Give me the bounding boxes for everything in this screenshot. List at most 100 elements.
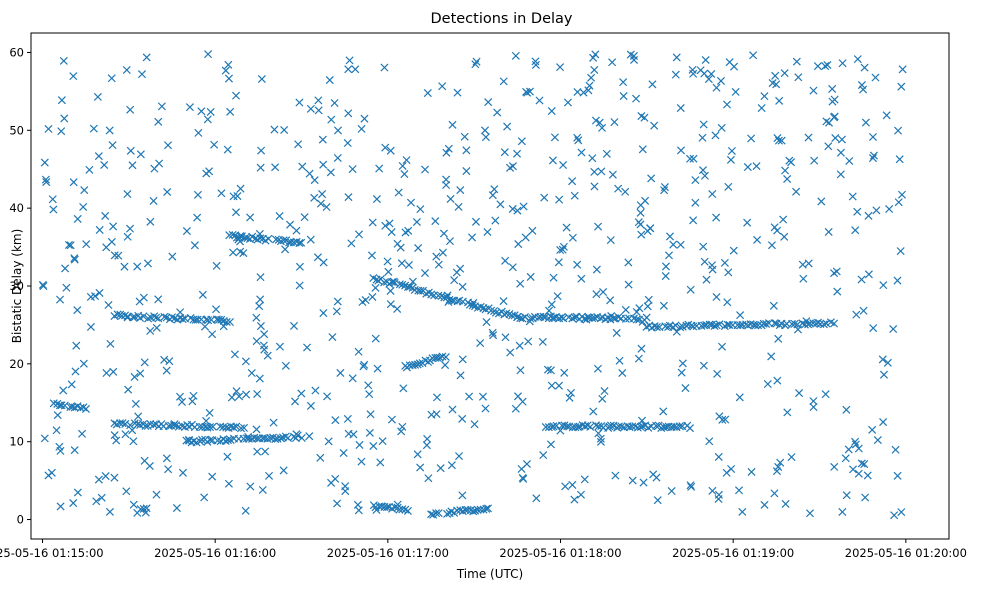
- data-point: [781, 166, 790, 175]
- data-point: [387, 228, 396, 237]
- data-point: [324, 437, 333, 446]
- data-point: [830, 95, 839, 104]
- data-point: [660, 183, 669, 192]
- data-point: [142, 53, 151, 62]
- data-point: [189, 391, 198, 400]
- data-point: [628, 476, 637, 485]
- data-point: [795, 389, 804, 398]
- data-point: [458, 414, 467, 423]
- data-point: [879, 281, 888, 290]
- data-point: [351, 65, 360, 74]
- data-point: [672, 53, 681, 62]
- data-point: [420, 269, 430, 278]
- data-point: [387, 277, 397, 287]
- data-point: [753, 235, 762, 244]
- data-point: [112, 436, 121, 445]
- data-point: [265, 471, 274, 480]
- data-point: [139, 312, 148, 321]
- data-point: [229, 192, 238, 201]
- y-tick-label: 60: [9, 45, 24, 59]
- data-point: [610, 118, 619, 127]
- data-point: [333, 499, 342, 508]
- data-point: [385, 219, 394, 228]
- data-point: [333, 126, 343, 135]
- data-point: [481, 133, 490, 142]
- data-point: [698, 166, 708, 175]
- data-point: [686, 154, 695, 163]
- data-point: [197, 107, 206, 116]
- data-point: [592, 265, 601, 274]
- data-point: [597, 167, 606, 176]
- x-tick-label: 2025-05-16 01:16:00: [154, 546, 276, 560]
- data-point: [817, 197, 826, 206]
- data-point: [638, 422, 647, 431]
- data-point: [868, 132, 878, 141]
- data-point: [70, 254, 79, 263]
- data-point: [69, 72, 78, 81]
- data-point: [809, 86, 818, 95]
- data-point: [229, 423, 238, 432]
- data-point: [266, 433, 275, 442]
- data-point: [580, 475, 589, 484]
- data-point: [126, 146, 135, 155]
- data-point: [456, 371, 465, 380]
- data-point: [261, 447, 270, 456]
- data-point: [848, 192, 857, 201]
- data-point: [397, 427, 406, 436]
- data-point: [659, 301, 668, 310]
- data-point: [614, 184, 623, 193]
- data-point: [364, 381, 373, 390]
- data-point: [300, 213, 309, 222]
- data-point: [44, 124, 53, 133]
- data-point: [718, 342, 727, 351]
- data-point: [298, 162, 307, 171]
- data-point: [783, 174, 792, 184]
- data-point: [589, 407, 598, 416]
- data-point: [462, 167, 471, 176]
- data-point: [225, 231, 234, 240]
- data-point: [453, 88, 462, 97]
- data-point: [200, 322, 210, 331]
- data-point: [590, 313, 599, 322]
- data-point: [328, 333, 337, 342]
- data-point: [501, 333, 510, 342]
- data-point: [454, 452, 464, 461]
- data-point: [447, 461, 456, 470]
- data-point: [634, 354, 643, 363]
- data-point: [73, 214, 82, 223]
- data-point: [716, 76, 725, 85]
- data-point: [371, 283, 380, 292]
- data-point: [513, 392, 523, 401]
- data-point: [354, 230, 364, 239]
- data-point: [375, 164, 384, 173]
- data-point: [129, 437, 138, 446]
- data-point: [146, 217, 155, 226]
- data-point: [365, 390, 374, 399]
- data-point: [879, 418, 888, 427]
- data-point: [590, 65, 599, 74]
- data-point: [101, 211, 110, 220]
- data-point: [767, 241, 776, 250]
- data-point: [333, 297, 342, 306]
- data-point: [208, 472, 217, 481]
- data-point: [256, 295, 265, 304]
- data-point: [343, 414, 352, 423]
- data-point: [452, 268, 461, 277]
- data-point: [290, 397, 300, 406]
- data-point: [506, 348, 515, 357]
- data-point: [40, 158, 49, 167]
- data-point: [93, 92, 102, 101]
- data-point: [853, 207, 862, 216]
- data-point: [397, 259, 406, 268]
- data-point: [549, 273, 558, 282]
- data-point: [869, 151, 878, 160]
- data-point: [376, 458, 385, 467]
- data-point: [256, 273, 265, 282]
- data-point: [608, 170, 617, 179]
- data-point: [747, 134, 756, 143]
- data-point: [210, 140, 219, 149]
- data-point: [414, 244, 423, 253]
- data-point: [860, 63, 869, 72]
- data-point: [445, 237, 454, 246]
- data-point: [136, 505, 145, 514]
